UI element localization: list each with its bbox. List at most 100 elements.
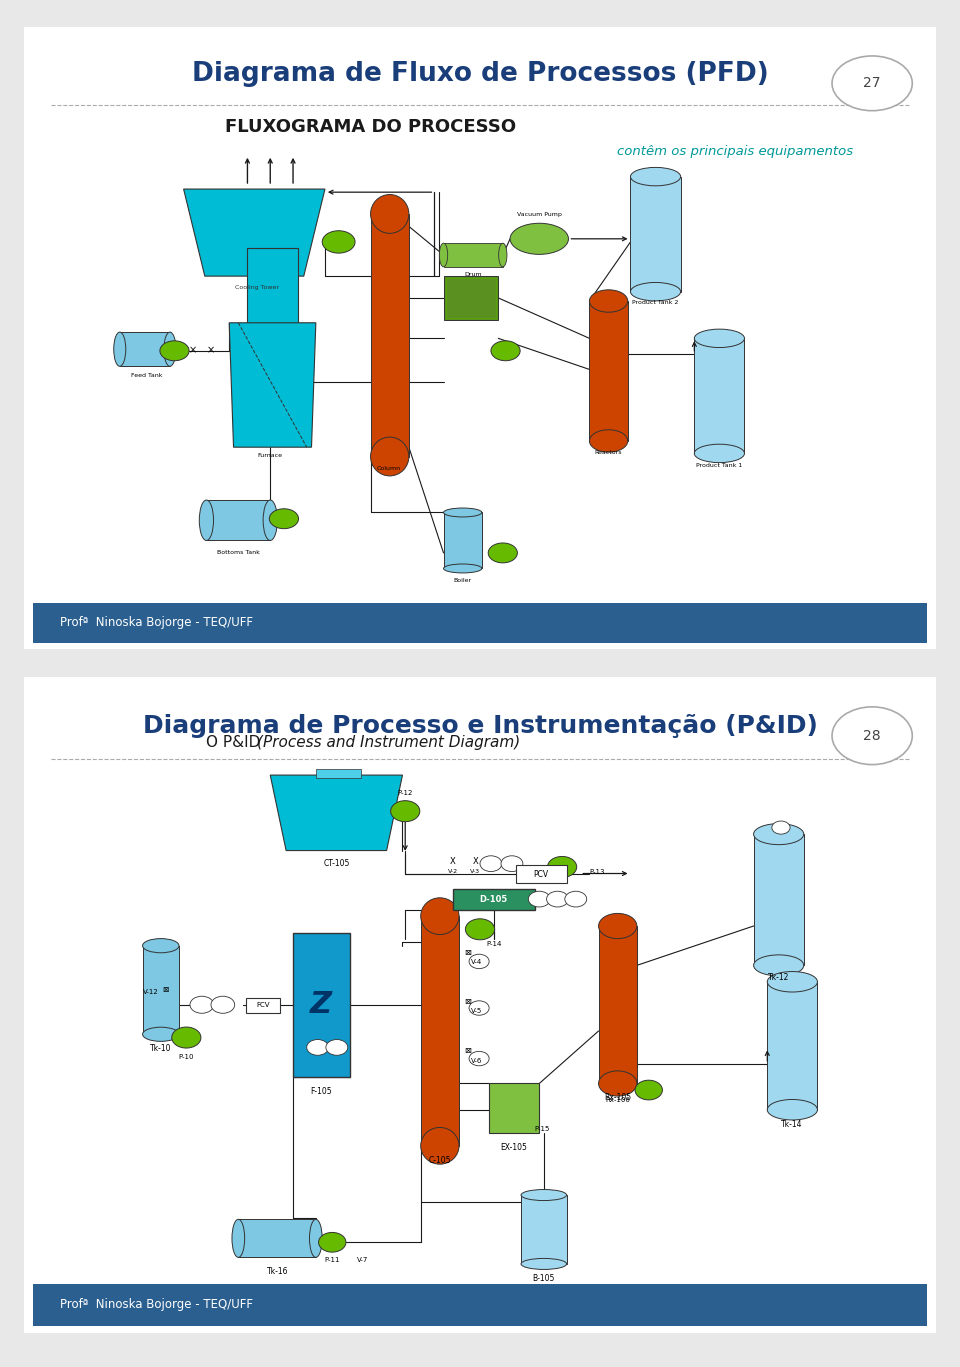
Text: V-5: V-5 (470, 1009, 482, 1014)
Ellipse shape (309, 1219, 323, 1258)
Bar (444, 243, 503, 267)
Circle shape (547, 857, 577, 878)
Ellipse shape (164, 332, 176, 366)
Text: Column: Column (376, 466, 401, 470)
Circle shape (832, 56, 912, 111)
Text: Furnace: Furnace (257, 454, 283, 458)
Text: Profª  Ninoska Bojorge - TEQ/UFF: Profª Ninoska Bojorge - TEQ/UFF (60, 617, 253, 629)
Bar (631, 176, 681, 291)
Text: ⊠: ⊠ (465, 947, 471, 957)
Bar (446, 278, 495, 317)
Text: 27: 27 (863, 77, 881, 90)
Circle shape (160, 340, 189, 361)
Ellipse shape (599, 1070, 636, 1096)
Bar (246, 998, 280, 1013)
Text: Boiler: Boiler (454, 578, 471, 582)
Bar (33, 1284, 927, 1326)
Bar (694, 338, 745, 454)
Text: FLUXOGRAMA DO PROCESSO: FLUXOGRAMA DO PROCESSO (225, 118, 516, 135)
Text: F-105: F-105 (310, 1087, 332, 1096)
Ellipse shape (521, 1259, 566, 1270)
Text: PCV: PCV (534, 869, 549, 879)
Circle shape (564, 891, 587, 906)
Ellipse shape (510, 223, 568, 254)
Ellipse shape (767, 1099, 817, 1120)
Text: P-11: P-11 (324, 1258, 340, 1263)
Circle shape (636, 1080, 662, 1100)
Circle shape (491, 340, 520, 361)
Ellipse shape (767, 972, 817, 992)
Text: Vacuum Pump: Vacuum Pump (516, 212, 562, 217)
Bar (489, 1084, 540, 1133)
Bar (420, 916, 459, 1146)
Circle shape (469, 1001, 489, 1016)
Text: Reactors: Reactors (595, 450, 622, 455)
Ellipse shape (200, 500, 213, 540)
Circle shape (832, 707, 912, 764)
Circle shape (466, 919, 494, 939)
Circle shape (469, 954, 489, 969)
Ellipse shape (142, 939, 179, 953)
Bar (238, 1219, 316, 1258)
Text: Tk-16: Tk-16 (267, 1267, 288, 1277)
Text: CT-105: CT-105 (324, 858, 350, 868)
Bar (521, 1195, 566, 1264)
Ellipse shape (371, 437, 409, 476)
Bar (293, 932, 349, 1077)
Circle shape (325, 1039, 348, 1055)
Circle shape (480, 856, 502, 872)
Text: Cooling Tower: Cooling Tower (234, 286, 278, 290)
Text: ×: × (189, 346, 197, 355)
Polygon shape (271, 775, 402, 850)
Text: Rx-105: Rx-105 (604, 1094, 632, 1102)
Ellipse shape (754, 824, 804, 845)
Text: (Process and Instrument Diagram): (Process and Instrument Diagram) (256, 735, 519, 749)
Text: Tk-10: Tk-10 (150, 1044, 172, 1053)
Text: ⊠: ⊠ (465, 1046, 471, 1055)
Bar (444, 513, 482, 569)
Ellipse shape (631, 283, 681, 301)
Ellipse shape (420, 1128, 459, 1165)
Ellipse shape (521, 1189, 566, 1200)
Ellipse shape (444, 565, 482, 573)
Text: ⊠: ⊠ (162, 986, 169, 994)
Ellipse shape (371, 194, 409, 234)
Text: P-15: P-15 (535, 1126, 550, 1132)
Ellipse shape (232, 1219, 245, 1258)
Circle shape (528, 891, 550, 906)
Text: C-105: C-105 (428, 1155, 451, 1165)
Bar (589, 301, 628, 442)
Text: Tk-12: Tk-12 (768, 973, 790, 983)
Bar (371, 213, 409, 457)
Text: Drum: Drum (465, 272, 483, 276)
Bar (206, 500, 271, 540)
Text: ×: × (207, 346, 215, 355)
Text: V-7: V-7 (357, 1258, 369, 1263)
Circle shape (211, 997, 234, 1013)
Circle shape (391, 801, 420, 822)
Text: O P&ID: O P&ID (206, 735, 266, 749)
FancyBboxPatch shape (21, 26, 939, 651)
Ellipse shape (599, 913, 636, 939)
Text: D-105: D-105 (480, 894, 508, 904)
Text: B-105: B-105 (533, 1274, 555, 1282)
Text: V-2: V-2 (447, 869, 458, 874)
Circle shape (546, 891, 568, 906)
Circle shape (469, 1051, 489, 1066)
Ellipse shape (589, 290, 628, 312)
Bar (754, 834, 804, 965)
Ellipse shape (113, 332, 126, 366)
Ellipse shape (444, 509, 482, 517)
Circle shape (772, 822, 790, 834)
Circle shape (306, 1039, 328, 1055)
Circle shape (323, 231, 355, 253)
Text: V-6: V-6 (470, 1058, 482, 1064)
Polygon shape (183, 189, 324, 276)
Text: ⊠: ⊠ (465, 997, 471, 1006)
Text: 28: 28 (863, 729, 881, 742)
Bar (453, 889, 535, 909)
Text: V-4: V-4 (470, 960, 482, 965)
Bar (444, 276, 498, 320)
Ellipse shape (589, 429, 628, 452)
Text: EX-105: EX-105 (500, 1143, 527, 1151)
